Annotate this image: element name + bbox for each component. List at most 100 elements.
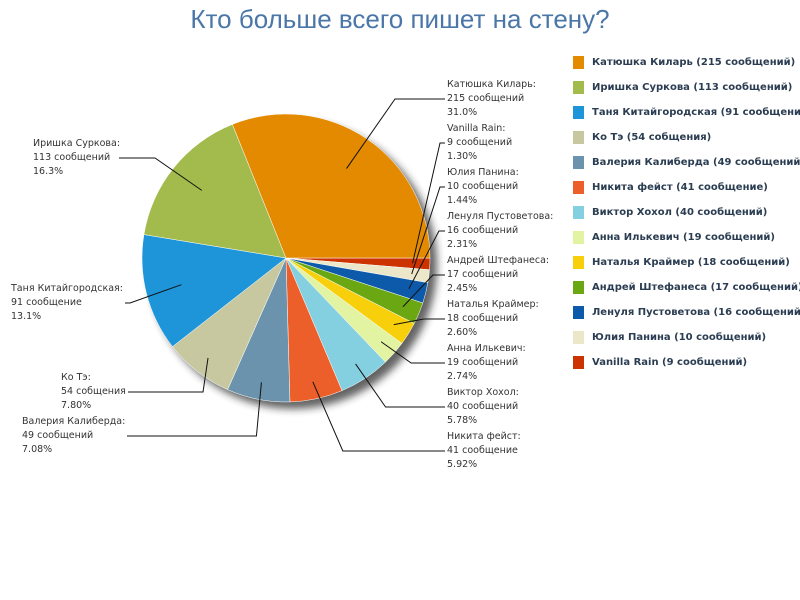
pie-slice[interactable] (232, 113, 431, 259)
slice-label-name: Иришка Суркова: (33, 138, 121, 149)
slice-label-count: 54 собщения (61, 386, 126, 397)
legend-item[interactable]: Андрей Штефанеса (17 сообщений) (573, 280, 800, 294)
legend-swatch (573, 55, 584, 69)
leader-line (402, 274, 445, 308)
slice-label-count: 215 сообщений (447, 93, 525, 104)
slice-label: Катюшка Киларь: 215 сообщений 31.0% (447, 78, 536, 120)
slice-label-count: 19 сообщений (447, 357, 519, 368)
slice-label-percent: 1.44% (447, 195, 478, 206)
legend-swatch (573, 330, 584, 344)
slice-label-count: 18 сообщений (447, 313, 519, 324)
slice-label-name: Катюшка Киларь: (447, 79, 537, 90)
leader-line (355, 363, 445, 408)
slice-label-percent: 7.80% (61, 400, 92, 411)
slice-label-count: 113 сообщений (33, 152, 111, 163)
legend-label: Наталья Краймер (18 сообщений) (592, 256, 790, 268)
slice-label-count: 9 сообщений (447, 137, 513, 148)
slice-label-name: Никита фейст: (447, 431, 521, 442)
slice-label-percent: 13.1% (11, 311, 42, 322)
legend-swatch (573, 80, 584, 94)
slice-label: Андрей Штефанеса: 17 сообщений 2.45% (447, 254, 549, 296)
legend-item[interactable]: Ленуля Пустоветова (16 сообщений) (573, 305, 800, 319)
leader-line (128, 357, 209, 393)
legend-item[interactable]: Ко Тэ (54 собщения) (573, 130, 711, 144)
legend-item[interactable]: Иришка Суркова (113 сообщений) (573, 80, 792, 94)
leader-line (346, 98, 445, 169)
slice-label-percent: 5.78% (447, 415, 478, 426)
slice-label: Виктор Хохол: 40 сообщений 5.78% (447, 386, 519, 428)
slice-label-name: Ко Тэ: (61, 372, 91, 383)
slice-label-percent: 2.31% (447, 239, 478, 250)
slice-label-name: Андрей Штефанеса: (447, 255, 550, 266)
slice-label: Ленуля Пустоветова: 16 сообщений 2.31% (447, 210, 553, 252)
slice-label-percent: 5.92% (447, 459, 478, 470)
slice-label-name: Юлия Панина: (447, 167, 519, 178)
slice-label-name: Таня Китайгородская: (11, 283, 123, 294)
legend-label: Виктор Хохол (40 сообщений) (592, 206, 768, 218)
slice-label: Никита фейст: 41 сообщение 5.92% (447, 430, 521, 472)
leader-line (380, 341, 445, 364)
leader-line (411, 186, 445, 275)
legend-label: Ко Тэ (54 собщения) (592, 131, 712, 143)
slice-label: Иришка Суркова: 113 сообщений 16.3% (33, 137, 120, 179)
legend-swatch (573, 355, 584, 369)
leader-line (312, 381, 445, 452)
legend-swatch (573, 280, 584, 294)
leader-line (127, 382, 262, 437)
slice-label-count: 10 сообщений (447, 181, 519, 192)
legend-item[interactable]: Валерия Калиберда (49 сообщений) (573, 155, 800, 169)
legend-swatch (573, 305, 584, 319)
leader-line (412, 142, 445, 264)
leader-line (125, 284, 182, 304)
legend-swatch (573, 155, 584, 169)
legend-item[interactable]: Анна Илькевич (19 сообщений) (573, 230, 775, 244)
slice-label: Наталья Краймер: 18 сообщений 2.60% (447, 298, 539, 340)
slice-label-count: 40 сообщений (447, 401, 519, 412)
legend-item[interactable]: Наталья Краймер (18 сообщений) (573, 255, 790, 269)
slice-label-count: 41 сообщение (447, 445, 518, 456)
slice-label: Таня Китайгородская: 91 сообщение 13.1% (11, 282, 123, 324)
legend-swatch (573, 255, 584, 269)
legend-label: Ленуля Пустоветова (16 сообщений) (592, 306, 800, 318)
slice-label-name: Vanilla Rain: (447, 123, 506, 134)
legend-swatch (573, 130, 584, 144)
legend-item[interactable]: Таня Китайгородская (91 сообщение) (573, 105, 800, 119)
pie-slice[interactable] (141, 234, 287, 347)
slice-label-percent: 2.45% (447, 283, 478, 294)
slice-label: Ко Тэ: 54 собщения 7.80% (61, 371, 126, 413)
slice-label-name: Виктор Хохол: (447, 387, 519, 398)
legend-item[interactable]: Юлия Панина (10 сообщений) (573, 330, 766, 344)
legend-label: Никита фейст (41 сообщение) (592, 181, 768, 193)
leader-line (119, 157, 203, 191)
slice-label-percent: 7.08% (22, 444, 53, 455)
legend-label: Юлия Панина (10 сообщений) (592, 331, 767, 343)
slice-label-percent: 1.30% (447, 151, 478, 162)
legend-item[interactable]: Катюшка Киларь (215 сообщений) (573, 55, 795, 69)
chart-title: Кто больше всего пишет на стену? (190, 4, 610, 34)
legend-label: Vanilla Rain (9 сообщений) (592, 356, 748, 368)
slice-label: Валерия Калиберда: 49 сообщений 7.08% (22, 415, 125, 457)
legend-swatch (573, 180, 584, 194)
slice-label-name: Ленуля Пустоветова: (447, 211, 554, 222)
legend-label: Валерия Калиберда (49 сообщений) (592, 156, 800, 168)
legend-item[interactable]: Виктор Хохол (40 сообщений) (573, 205, 767, 219)
slice-label-percent: 16.3% (33, 166, 64, 177)
legend-label: Таня Китайгородская (91 сообщение) (592, 106, 800, 118)
legend-swatch (573, 230, 584, 244)
legend-label: Катюшка Киларь (215 сообщений) (592, 56, 796, 68)
legend-item[interactable]: Никита фейст (41 сообщение) (573, 180, 768, 194)
slice-label: Анна Илькевич: 19 сообщений 2.74% (447, 342, 526, 384)
legend-label: Анна Илькевич (19 сообщений) (592, 231, 776, 243)
pie-slice[interactable] (143, 124, 287, 259)
legend-label: Иришка Суркова (113 сообщений) (592, 81, 793, 93)
slice-label-name: Наталья Краймер: (447, 299, 539, 310)
slice-label-count: 49 сообщений (22, 430, 94, 441)
slice-label: Юлия Панина: 10 сообщений 1.44% (447, 166, 519, 208)
slice-label-name: Валерия Калиберда: (22, 416, 126, 427)
slice-label-percent: 2.74% (447, 371, 478, 382)
slice-label: Vanilla Rain: 9 сообщений 1.30% (447, 122, 512, 164)
slice-label-percent: 2.60% (447, 327, 478, 338)
legend-item[interactable]: Vanilla Rain (9 сообщений) (573, 355, 747, 369)
slice-label-count: 17 сообщений (447, 269, 519, 280)
